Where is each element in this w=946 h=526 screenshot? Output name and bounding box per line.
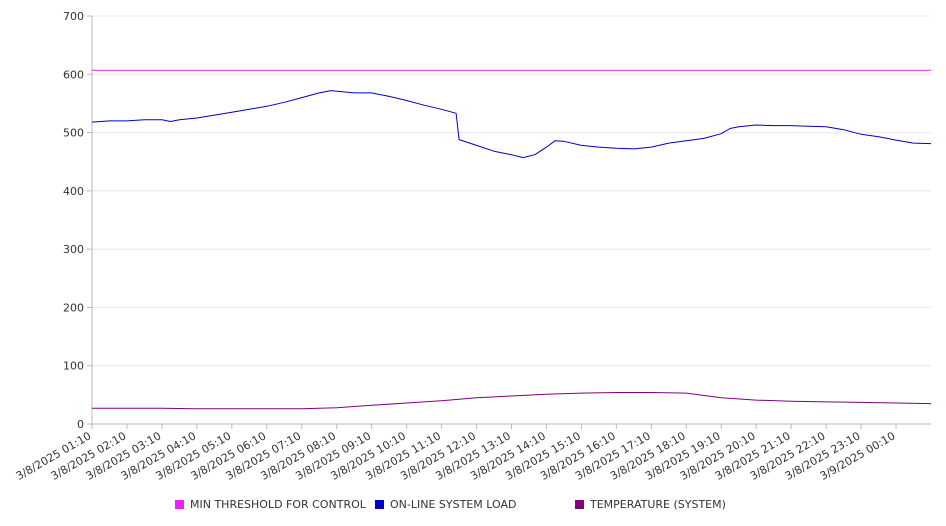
x-axis: 3/8/2025 01:103/8/2025 02:103/8/2025 03:… bbox=[14, 423, 931, 483]
y-tick-label: 300 bbox=[63, 243, 84, 256]
legend-label-temperature: TEMPERATURE (SYSTEM) bbox=[590, 498, 726, 511]
legend-item-load[interactable]: ON-LINE SYSTEM LOAD bbox=[375, 498, 516, 511]
legend-swatch-load bbox=[375, 500, 384, 509]
y-tick-label: 600 bbox=[63, 68, 84, 81]
y-tick-label: 0 bbox=[77, 418, 84, 431]
series-lines bbox=[91, 69, 932, 410]
y-tick-label: 700 bbox=[63, 10, 84, 23]
y-axis: 0 100 200 300 400 500 600 700 bbox=[63, 10, 93, 431]
gridlines bbox=[92, 15, 931, 367]
y-tick-label: 500 bbox=[63, 127, 84, 140]
series-line-load bbox=[91, 90, 932, 159]
y-tick-label: 400 bbox=[63, 185, 84, 198]
y-tick-label: 200 bbox=[63, 301, 84, 314]
legend: MIN THRESHOLD FOR CONTROL ON-LINE SYSTEM… bbox=[0, 498, 946, 514]
y-tick-label: 100 bbox=[63, 360, 84, 373]
legend-swatch-temperature bbox=[575, 500, 584, 509]
series-line-temperature bbox=[92, 392, 932, 410]
legend-label-load: ON-LINE SYSTEM LOAD bbox=[390, 498, 517, 511]
line-chart: 0 100 200 300 400 500 600 700 3/8/2025 01:103/8… bbox=[14, 10, 932, 483]
legend-item-temperature[interactable]: TEMPERATURE (SYSTEM) bbox=[575, 498, 726, 511]
legend-item-threshold[interactable]: MIN THRESHOLD FOR CONTROL bbox=[175, 498, 366, 511]
legend-label-threshold: MIN THRESHOLD FOR CONTROL bbox=[190, 498, 366, 511]
legend-swatch-threshold bbox=[175, 500, 184, 509]
